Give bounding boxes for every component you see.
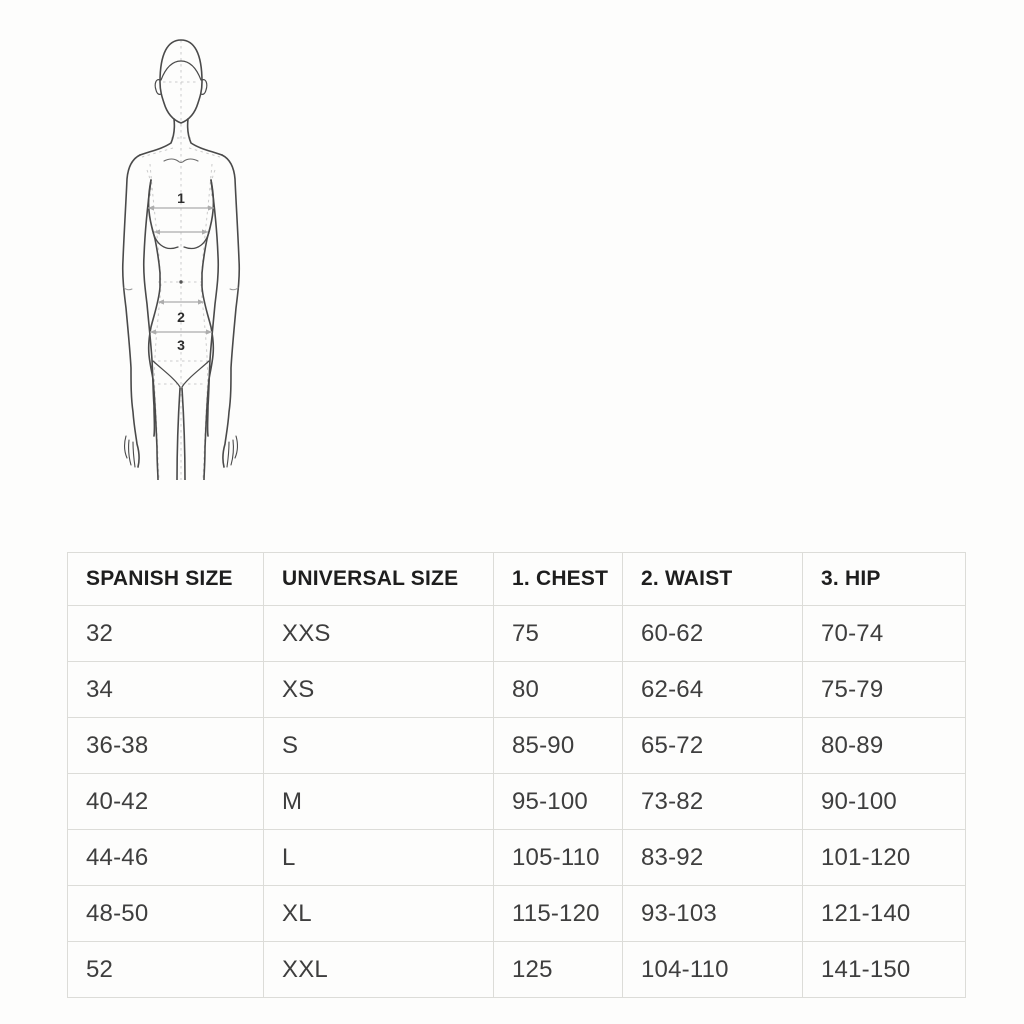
cell-waist: 65-72 — [622, 717, 803, 774]
cell-hip: 141-150 — [802, 941, 966, 998]
table-row: 34 XS 80 62-64 75-79 — [67, 661, 966, 718]
cell-chest: 85-90 — [493, 717, 623, 774]
cell-universal-size: XS — [263, 661, 494, 718]
cell-waist: 83-92 — [622, 829, 803, 886]
column-header-waist: 2. WAIST — [622, 552, 803, 606]
table-row: 36-38 S 85-90 65-72 80-89 — [67, 717, 966, 774]
cell-spanish-size: 40-42 — [67, 773, 264, 830]
cell-hip: 75-79 — [802, 661, 966, 718]
column-header-universal-size: UNIVERSAL SIZE — [263, 552, 494, 606]
hip-marker-label: 3 — [177, 337, 185, 353]
cell-chest: 125 — [493, 941, 623, 998]
cell-hip: 101-120 — [802, 829, 966, 886]
table-row: 40-42 M 95-100 73-82 90-100 — [67, 773, 966, 830]
body-measurement-diagram: 1 2 3 — [121, 39, 241, 480]
cell-waist: 104-110 — [622, 941, 803, 998]
table-row: 32 XXS 75 60-62 70-74 — [67, 605, 966, 662]
cell-spanish-size: 32 — [67, 605, 264, 662]
cell-universal-size: XXL — [263, 941, 494, 998]
guide-lines-group — [141, 40, 221, 480]
cell-universal-size: L — [263, 829, 494, 886]
cell-hip: 121-140 — [802, 885, 966, 942]
cell-chest: 95-100 — [493, 773, 623, 830]
size-chart-header: SPANISH SIZE UNIVERSAL SIZE 1. CHEST 2. … — [67, 552, 966, 606]
size-chart-table: SPANISH SIZE UNIVERSAL SIZE 1. CHEST 2. … — [67, 552, 966, 998]
navel-dot — [179, 280, 183, 284]
cell-spanish-size: 36-38 — [67, 717, 264, 774]
cell-chest: 75 — [493, 605, 623, 662]
cell-hip: 90-100 — [802, 773, 966, 830]
cell-waist: 62-64 — [622, 661, 803, 718]
cell-universal-size: M — [263, 773, 494, 830]
table-row: 52 XXL 125 104-110 141-150 — [67, 941, 966, 998]
waist-marker-label: 2 — [177, 309, 185, 325]
cell-spanish-size: 44-46 — [67, 829, 264, 886]
cell-waist: 60-62 — [622, 605, 803, 662]
cell-universal-size: XXS — [263, 605, 494, 662]
cell-waist: 93-103 — [622, 885, 803, 942]
header-row: SPANISH SIZE UNIVERSAL SIZE 1. CHEST 2. … — [67, 552, 966, 606]
cell-universal-size: S — [263, 717, 494, 774]
cell-waist: 73-82 — [622, 773, 803, 830]
table-row: 48-50 XL 115-120 93-103 121-140 — [67, 885, 966, 942]
cell-spanish-size: 34 — [67, 661, 264, 718]
table-row: 44-46 L 105-110 83-92 101-120 — [67, 829, 966, 886]
measurement-arrowheads — [148, 205, 214, 335]
cell-chest: 115-120 — [493, 885, 623, 942]
cell-universal-size: XL — [263, 885, 494, 942]
cell-spanish-size: 52 — [67, 941, 264, 998]
measurement-lines — [148, 207, 214, 333]
cell-chest: 105-110 — [493, 829, 623, 886]
body-outline — [121, 39, 241, 480]
cell-spanish-size: 48-50 — [67, 885, 264, 942]
cell-chest: 80 — [493, 661, 623, 718]
chest-marker-label: 1 — [177, 190, 185, 206]
column-header-spanish-size: SPANISH SIZE — [67, 552, 264, 606]
size-chart-body: 32 XXS 75 60-62 70-74 34 XS 80 62-64 75-… — [67, 605, 966, 998]
cell-hip: 70-74 — [802, 605, 966, 662]
column-header-chest: 1. CHEST — [493, 552, 623, 606]
column-header-hip: 3. HIP — [802, 552, 966, 606]
cell-hip: 80-89 — [802, 717, 966, 774]
